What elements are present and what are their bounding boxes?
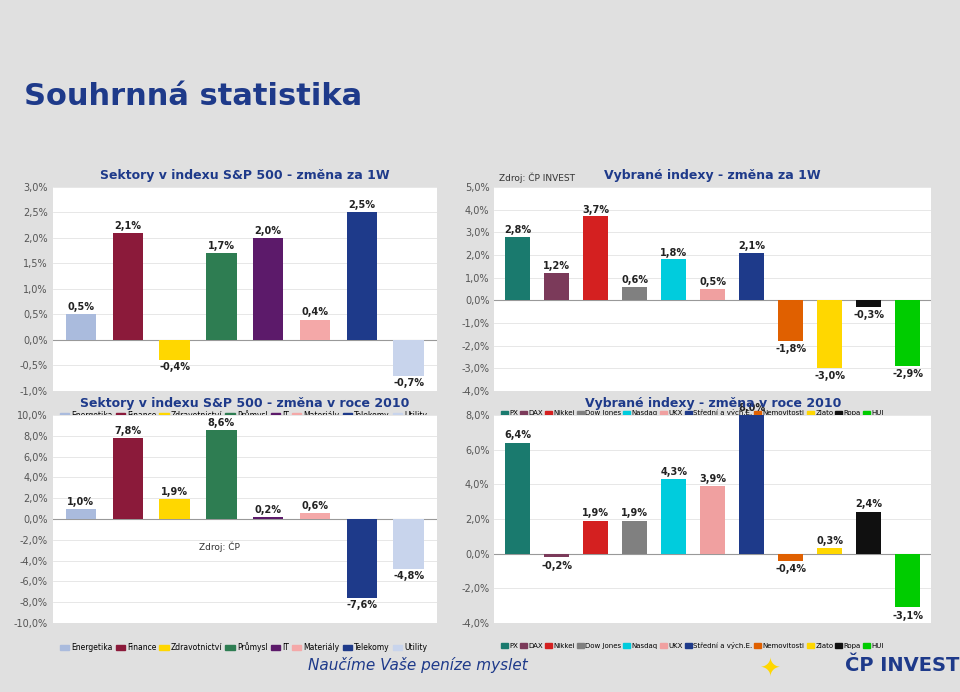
Bar — [622, 286, 647, 300]
Bar — [253, 238, 283, 340]
Bar — [300, 320, 330, 340]
Text: 1,8%: 1,8% — [660, 248, 687, 257]
Text: -1,8%: -1,8% — [776, 344, 806, 354]
Bar — [300, 513, 330, 519]
Text: 0,3%: 0,3% — [816, 536, 843, 546]
Bar — [700, 486, 726, 554]
Text: 0,6%: 0,6% — [621, 275, 648, 285]
Text: -0,3%: -0,3% — [853, 310, 884, 320]
Bar — [583, 217, 609, 300]
Text: -2,9%: -2,9% — [892, 369, 924, 379]
Text: -3,0%: -3,0% — [814, 371, 846, 381]
Text: 3,7%: 3,7% — [583, 205, 610, 215]
Bar — [65, 314, 96, 340]
Bar — [347, 212, 377, 340]
Bar — [739, 415, 764, 554]
Bar — [583, 520, 609, 554]
Bar — [856, 512, 881, 554]
Bar — [206, 430, 236, 519]
Bar — [779, 554, 804, 561]
Legend: PX, DAX, Nikkei, Dow Jones, Nasdaq, UKX, Střední a vých.E., Nemovitosti, Zlato, : PX, DAX, Nikkei, Dow Jones, Nasdaq, UKX,… — [498, 639, 886, 651]
Text: -7,6%: -7,6% — [347, 601, 377, 610]
Text: 0,4%: 0,4% — [301, 307, 328, 318]
Text: -0,2%: -0,2% — [541, 561, 572, 570]
Legend: Energetika, Finance, Zdravotnictví, Průmysl, IT, Materiály, Telekomy, Utility: Energetika, Finance, Zdravotnictví, Prům… — [57, 639, 430, 655]
Text: 8,6%: 8,6% — [207, 418, 235, 428]
Bar — [112, 233, 143, 340]
Text: 2,1%: 2,1% — [114, 221, 141, 230]
Title: Sektory v indexu S&P 500 - změna v roce 2010: Sektory v indexu S&P 500 - změna v roce … — [80, 397, 410, 410]
Text: -0,4%: -0,4% — [776, 564, 806, 574]
Bar — [622, 520, 647, 554]
Bar — [65, 509, 96, 519]
Bar — [544, 554, 569, 557]
Text: 0,5%: 0,5% — [699, 277, 727, 287]
Legend: PX, DAX, Nikkei, Dow Jones, Nasdaq, UKX, Střední a vých.E., Nemovitosti, Zlato, : PX, DAX, Nikkei, Dow Jones, Nasdaq, UKX,… — [498, 407, 886, 419]
Text: 2,8%: 2,8% — [504, 225, 532, 235]
Text: 2,1%: 2,1% — [738, 241, 765, 251]
Bar — [856, 300, 881, 307]
Text: 2,5%: 2,5% — [348, 200, 375, 210]
Text: 2,4%: 2,4% — [855, 500, 882, 509]
Bar — [505, 443, 531, 554]
Bar — [159, 340, 190, 361]
Text: -4,8%: -4,8% — [394, 572, 424, 581]
Bar — [895, 300, 921, 366]
Bar — [394, 340, 424, 376]
Bar — [347, 519, 377, 598]
Bar — [661, 479, 686, 554]
Text: Naučíme Vaše peníze myslet: Naučíme Vaše peníze myslet — [308, 657, 528, 673]
Text: 6,4%: 6,4% — [504, 430, 531, 440]
Bar — [159, 500, 190, 519]
Bar — [661, 260, 686, 300]
Text: 1,9%: 1,9% — [161, 487, 188, 497]
Bar — [394, 519, 424, 569]
Bar — [253, 517, 283, 519]
Bar — [206, 253, 236, 340]
Bar — [112, 438, 143, 519]
Text: -0,4%: -0,4% — [159, 363, 190, 372]
Text: -0,7%: -0,7% — [394, 378, 424, 388]
Text: 8,0%: 8,0% — [738, 403, 765, 412]
Text: ✦: ✦ — [760, 657, 780, 681]
Bar — [505, 237, 531, 300]
Bar — [895, 554, 921, 608]
Bar — [544, 273, 569, 300]
Text: Zdroj: ČP INVEST: Zdroj: ČP INVEST — [499, 172, 575, 183]
Bar — [700, 289, 726, 300]
Bar — [739, 253, 764, 300]
Text: ČP INVEST: ČP INVEST — [845, 656, 959, 675]
Text: 0,2%: 0,2% — [254, 505, 281, 515]
Bar — [817, 548, 843, 554]
Text: 1,0%: 1,0% — [67, 497, 94, 507]
Text: 1,9%: 1,9% — [583, 508, 610, 518]
Title: Sektory v indexu S&P 500 - změna za 1W: Sektory v indexu S&P 500 - změna za 1W — [100, 169, 390, 181]
Text: 0,6%: 0,6% — [301, 501, 328, 511]
Text: 4,3%: 4,3% — [660, 466, 687, 477]
Text: Souhrnná statistika: Souhrnná statistika — [24, 82, 362, 111]
Text: Zdroj: ČP: Zdroj: ČP — [199, 542, 240, 552]
Text: 3,9%: 3,9% — [699, 473, 727, 484]
Text: 1,7%: 1,7% — [208, 241, 235, 251]
Text: -3,1%: -3,1% — [892, 611, 924, 621]
Text: 7,8%: 7,8% — [114, 426, 141, 436]
Title: Vybrané indexy - změna za 1W: Vybrané indexy - změna za 1W — [605, 169, 821, 181]
Title: Vybrané indexy - změna v roce 2010: Vybrané indexy - změna v roce 2010 — [585, 397, 841, 410]
Legend: Energetika, Finance, Zdravotnictví, Průmysl, IT, Materiály, Telekomy, Utility: Energetika, Finance, Zdravotnictví, Prům… — [57, 407, 430, 423]
Bar — [779, 300, 804, 341]
Text: 0,5%: 0,5% — [67, 302, 94, 312]
Text: 1,2%: 1,2% — [543, 261, 570, 271]
Text: 1,9%: 1,9% — [621, 508, 648, 518]
Text: 2,0%: 2,0% — [254, 226, 281, 236]
Bar — [817, 300, 843, 368]
